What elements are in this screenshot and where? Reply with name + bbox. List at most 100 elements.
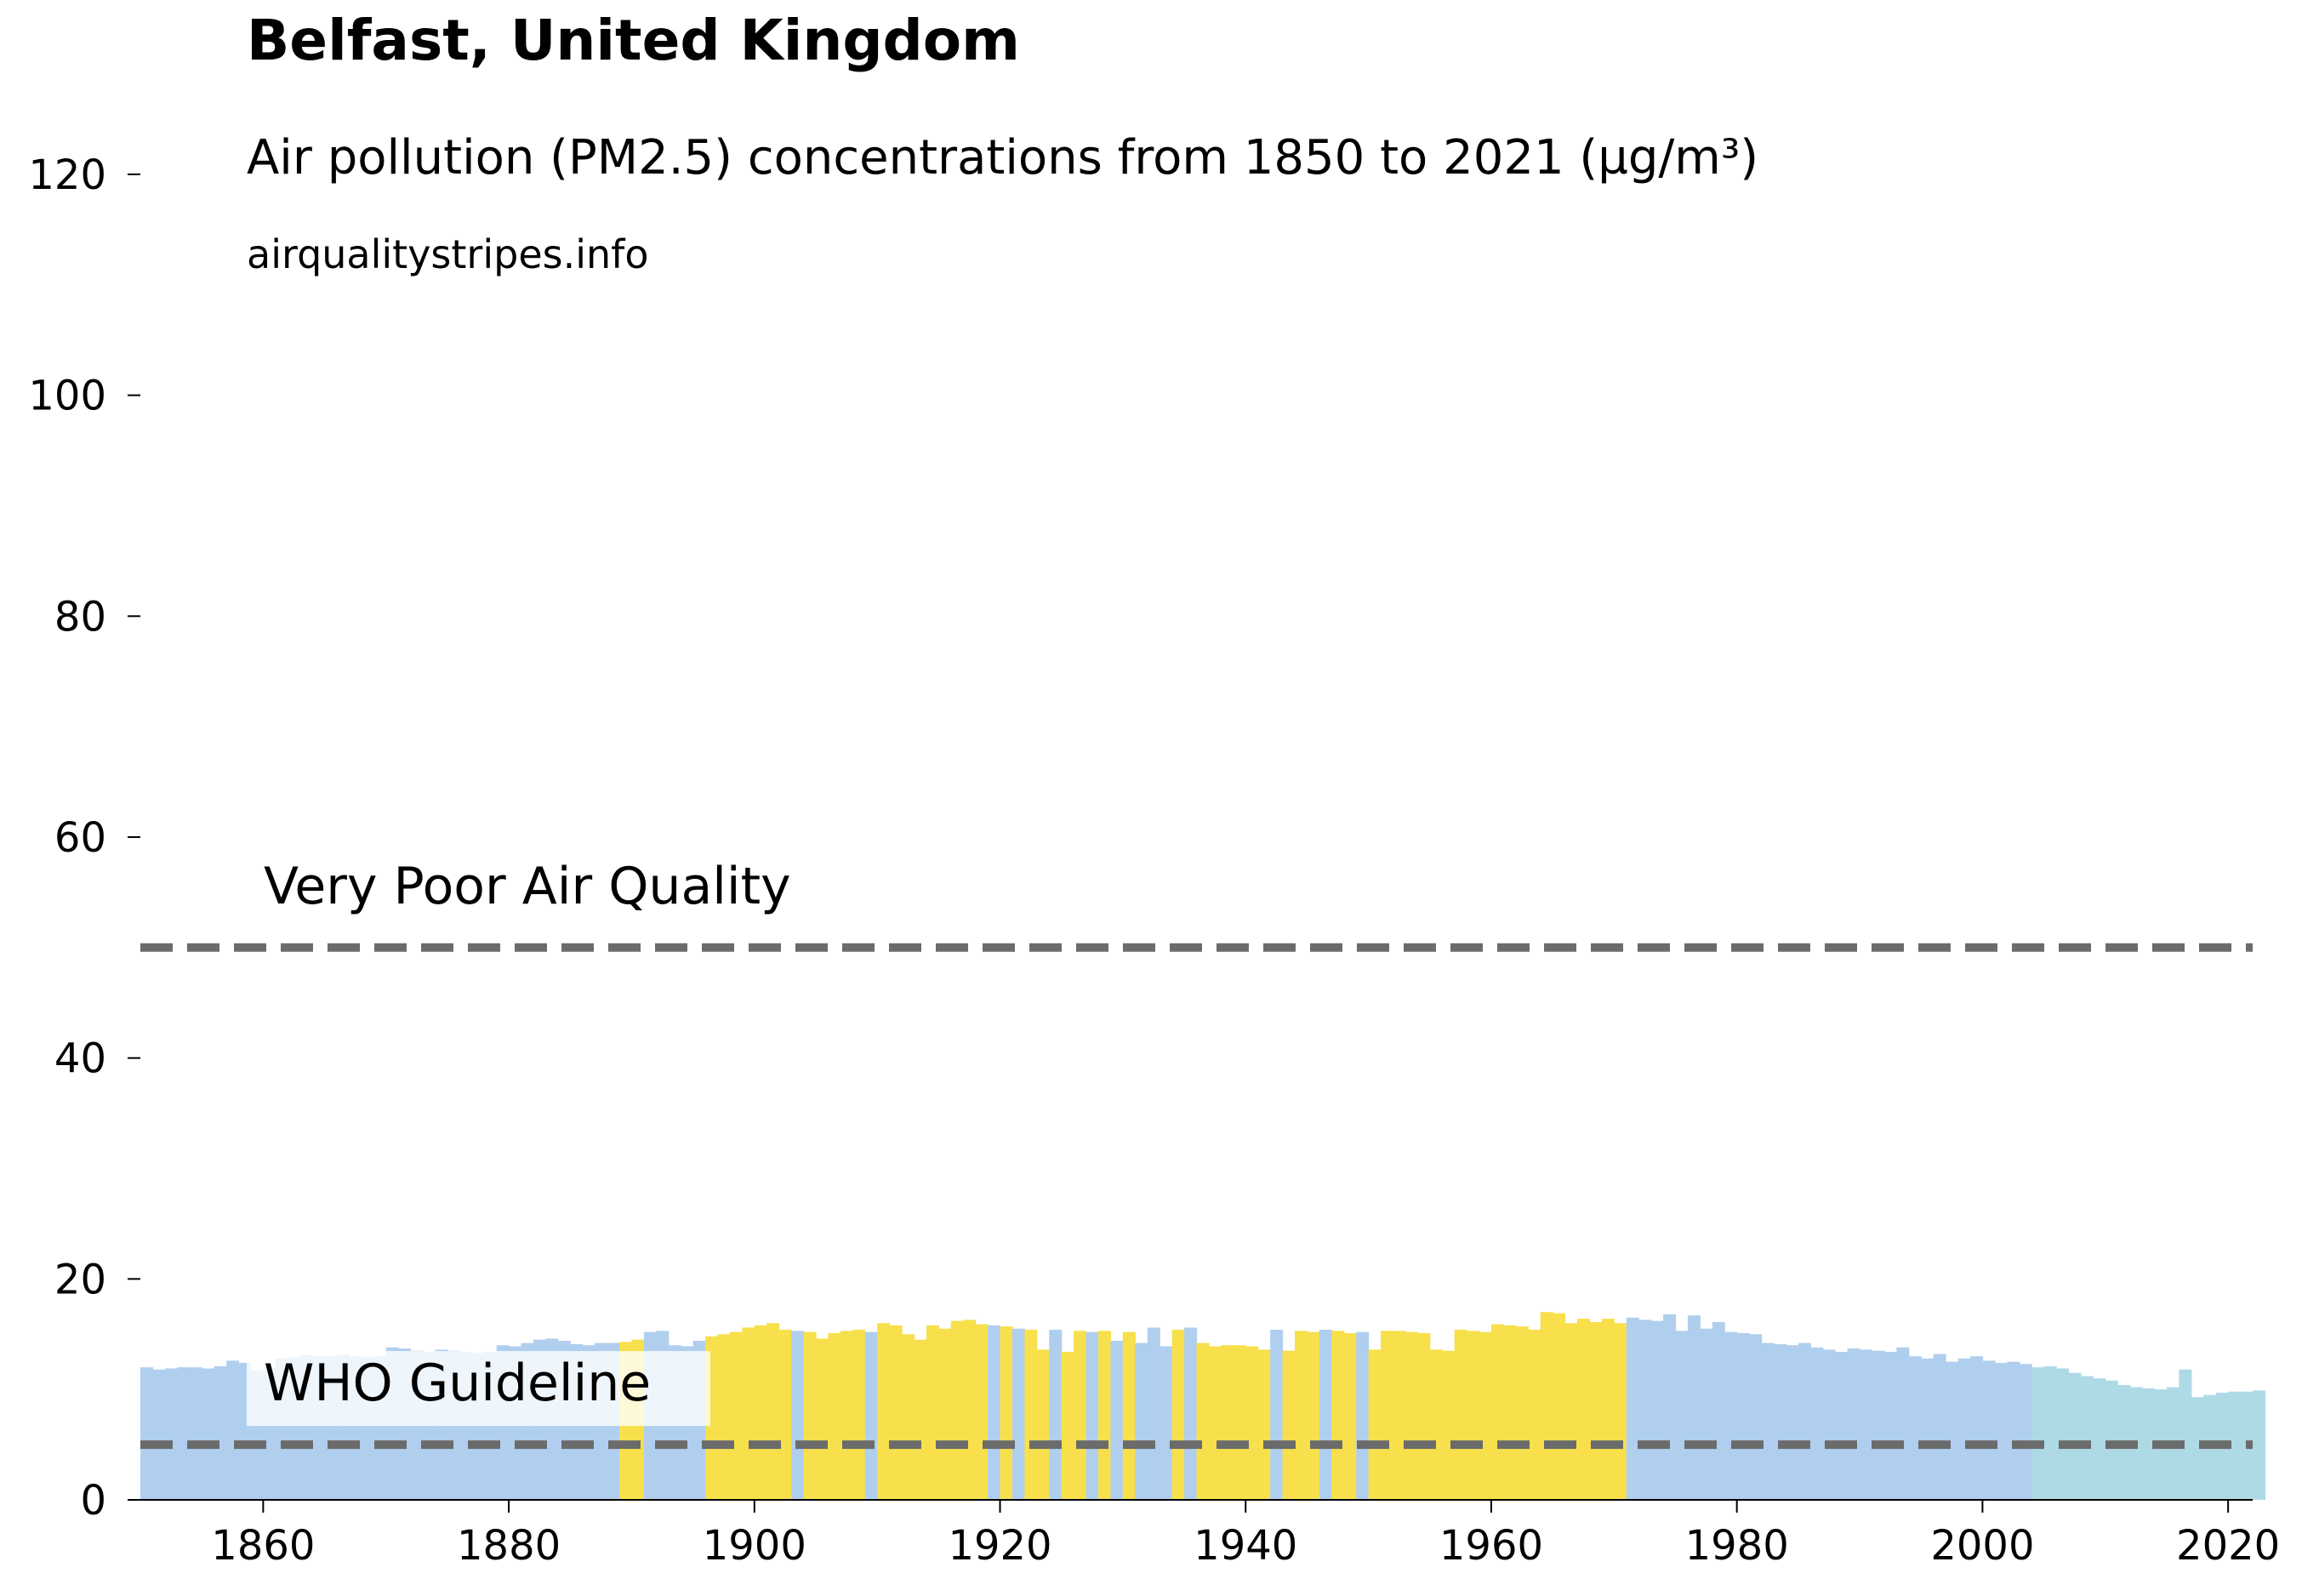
bar-2016 xyxy=(2179,1369,2192,1500)
bar-1949 xyxy=(1356,1331,1370,1500)
x-tick-label-2020: 2020 xyxy=(2176,1522,2280,1570)
bar-1901 xyxy=(766,1323,780,1500)
x-tick-label-1880: 1880 xyxy=(457,1522,561,1570)
bar-1904 xyxy=(803,1331,817,1500)
bar-1998 xyxy=(1957,1358,1971,1500)
y-tick-label-120: 120 xyxy=(28,151,106,199)
bar-1943 xyxy=(1282,1350,1296,1500)
bar-1922 xyxy=(1024,1330,1038,1500)
bar-1938 xyxy=(1221,1345,1234,1500)
bar-1914 xyxy=(926,1325,939,1500)
bar-1852 xyxy=(164,1368,178,1500)
bar-1899 xyxy=(742,1327,755,1500)
y-tick-label-80: 80 xyxy=(54,593,106,641)
bar-2022 xyxy=(2253,1390,2266,1500)
x-tick-label-1860: 1860 xyxy=(211,1522,315,1570)
bar-1989 xyxy=(1847,1348,1860,1500)
bar-1850 xyxy=(140,1367,154,1500)
bar-1946 xyxy=(1319,1330,1332,1500)
bar-2013 xyxy=(2142,1388,2156,1500)
chart-subtitle: Air pollution (PM2.5) concentrations fro… xyxy=(247,130,1758,185)
bar-1910 xyxy=(877,1323,891,1500)
bar-1963 xyxy=(1528,1330,1541,1500)
bar-1928 xyxy=(1098,1331,1112,1500)
bar-1911 xyxy=(889,1325,903,1500)
x-tick-label-1940: 1940 xyxy=(1194,1522,1297,1570)
reference-label-background-1 xyxy=(247,1351,710,1427)
bar-1965 xyxy=(1553,1313,1566,1500)
bar-1912 xyxy=(902,1334,915,1500)
bar-1903 xyxy=(791,1331,805,1500)
chart-title: Belfast, United Kingdom xyxy=(247,8,1020,73)
bar-1853 xyxy=(177,1367,191,1500)
bar-1854 xyxy=(189,1367,202,1500)
bar-1975 xyxy=(1675,1331,1689,1500)
bar-2017 xyxy=(2191,1397,2204,1500)
bar-1851 xyxy=(152,1369,166,1500)
bar-1905 xyxy=(815,1338,829,1500)
bar-1950 xyxy=(1368,1349,1382,1500)
bar-1972 xyxy=(1638,1320,1652,1500)
bar-1929 xyxy=(1110,1341,1124,1500)
bar-1940 xyxy=(1245,1346,1259,1500)
bar-1932 xyxy=(1147,1327,1160,1500)
bar-1939 xyxy=(1233,1345,1246,1500)
y-tick-label-40: 40 xyxy=(54,1035,106,1083)
bar-1931 xyxy=(1135,1342,1148,1500)
bar-1913 xyxy=(914,1339,927,1500)
bar-1942 xyxy=(1270,1330,1284,1500)
bar-1968 xyxy=(1589,1321,1603,1500)
bar-1964 xyxy=(1540,1312,1553,1500)
bar-1855 xyxy=(202,1368,215,1500)
bar-1962 xyxy=(1515,1326,1529,1500)
bar-2002 xyxy=(2007,1361,2020,1500)
bar-1856 xyxy=(214,1365,227,1500)
bar-1967 xyxy=(1577,1319,1591,1500)
bar-1952 xyxy=(1393,1331,1406,1500)
bar-1983 xyxy=(1773,1343,1787,1500)
bar-1898 xyxy=(729,1331,743,1500)
bar-1981 xyxy=(1749,1334,1763,1500)
bar-1980 xyxy=(1736,1332,1750,1500)
bar-1959 xyxy=(1479,1331,1492,1500)
bar-1951 xyxy=(1381,1331,1394,1500)
bar-1976 xyxy=(1687,1315,1701,1500)
bar-1934 xyxy=(1171,1330,1185,1500)
bar-1974 xyxy=(1663,1314,1677,1500)
bar-2003 xyxy=(2019,1364,2032,1500)
bar-1926 xyxy=(1074,1331,1087,1500)
bar-1916 xyxy=(950,1320,964,1500)
bar-1907 xyxy=(840,1331,853,1500)
bar-2010 xyxy=(2105,1380,2118,1500)
bar-1982 xyxy=(1761,1342,1775,1500)
bar-1960 xyxy=(1490,1324,1505,1500)
bar-1954 xyxy=(1417,1332,1431,1500)
bar-1966 xyxy=(1564,1323,1578,1500)
bar-1941 xyxy=(1257,1349,1271,1500)
bar-1920 xyxy=(1000,1326,1013,1500)
reference-line-label-0: Very Poor Air Quality xyxy=(264,857,791,916)
bar-1995 xyxy=(1921,1358,1934,1500)
bar-1978 xyxy=(1712,1321,1725,1500)
bar-1917 xyxy=(963,1320,977,1500)
axes-group: 0 20 40 60 80 100 120 1860 1880 1900 1920 1940 1960 1… xyxy=(28,151,2280,1570)
y-tick-label-100: 100 xyxy=(28,373,106,420)
reference-line-label-1: WHO Guideline xyxy=(264,1354,651,1413)
x-tick-label-1980: 1980 xyxy=(1685,1522,1789,1570)
bar-1900 xyxy=(754,1325,767,1500)
bar-1944 xyxy=(1294,1331,1308,1500)
bar-1909 xyxy=(864,1331,878,1500)
bar-1927 xyxy=(1085,1331,1099,1500)
bar-1908 xyxy=(852,1330,866,1500)
bar-2006 xyxy=(2056,1368,2070,1500)
bar-1985 xyxy=(1798,1342,1811,1500)
y-tick-label-20: 20 xyxy=(54,1256,106,1303)
bar-2008 xyxy=(2080,1376,2094,1500)
bar-1936 xyxy=(1196,1342,1210,1500)
bar-1857 xyxy=(226,1360,240,1500)
bar-1930 xyxy=(1122,1331,1136,1500)
bar-1957 xyxy=(1454,1330,1467,1500)
bar-1990 xyxy=(1860,1349,1873,1500)
bar-1977 xyxy=(1700,1328,1713,1500)
bar-1924 xyxy=(1049,1330,1063,1500)
